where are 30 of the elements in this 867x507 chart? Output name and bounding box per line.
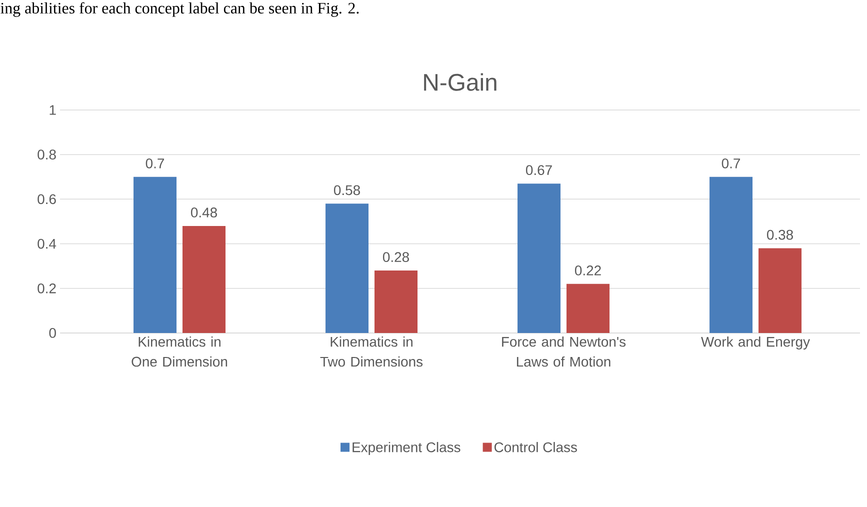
- y-tick-label: 0.8: [38, 150, 56, 160]
- bar: [566, 284, 610, 333]
- y-tick-label: 0: [49, 328, 56, 338]
- data-label: 0.38: [766, 230, 793, 240]
- y-tick-label: 0.6: [38, 194, 56, 204]
- x-tick-label: Work and Energy: [701, 336, 810, 350]
- y-tick-label: 0.4: [38, 238, 56, 249]
- chart-title: N-Gain: [424, 73, 496, 91]
- text: ing abilities for each concept label can be seen in Fig. 2.: [0, 2, 359, 17]
- bar: [518, 184, 561, 333]
- bar: [134, 176, 177, 333]
- bar: [326, 204, 369, 333]
- bar: [758, 248, 802, 333]
- bar: [182, 226, 226, 333]
- bar: [710, 176, 753, 333]
- data-label: 0.48: [190, 208, 217, 218]
- x-tick-label: Force and Newton's Laws of Motion: [502, 336, 626, 367]
- x-tick-label: Kinematics in One Dimension: [132, 336, 228, 367]
- data-label: 0.7: [722, 158, 740, 168]
- legend-label: Control Class: [494, 442, 577, 452]
- legend-label: Experiment Class: [352, 442, 460, 455]
- y-tick-label: 0.2: [38, 283, 56, 294]
- data-label: 0.58: [334, 185, 360, 196]
- bar: [374, 270, 418, 333]
- data-label: 0.28: [382, 252, 409, 262]
- y-tick-label: 1: [50, 105, 56, 115]
- data-label: 0.7: [146, 158, 164, 168]
- data-label: 0.67: [526, 165, 552, 176]
- data-label: 0.22: [574, 266, 601, 276]
- x-tick-label: Kinematics in Two Dimensions: [320, 336, 423, 367]
